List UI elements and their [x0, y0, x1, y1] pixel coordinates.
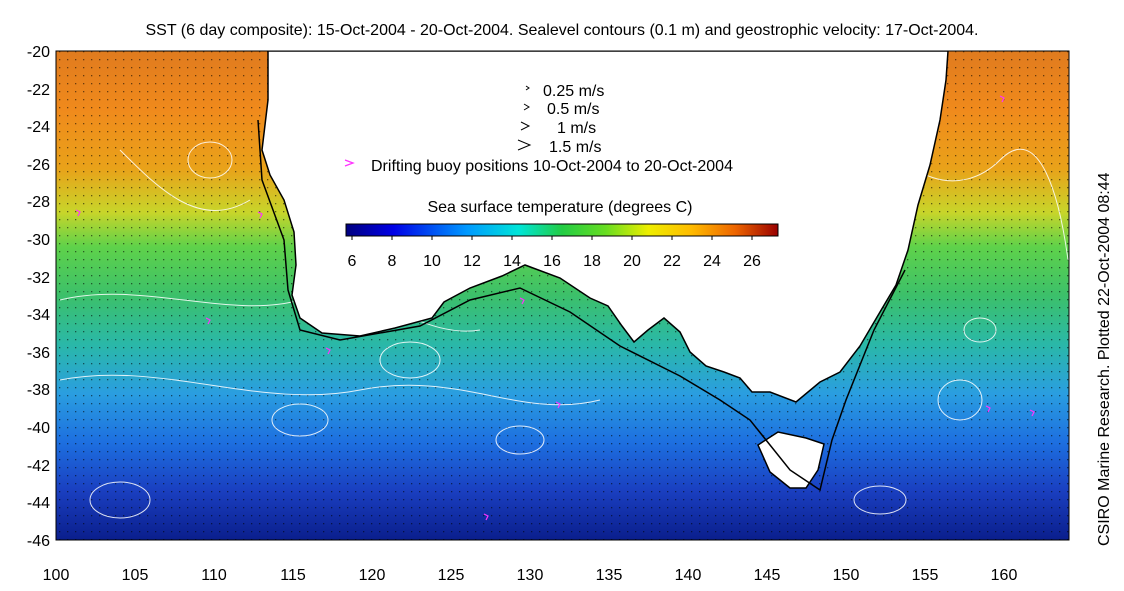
- colorbar-tick-label: 8: [388, 253, 397, 270]
- velocity-arrow-icon: [525, 85, 530, 91]
- colorbar-tick-label: 20: [623, 253, 641, 270]
- lat-tick-label: -42: [27, 458, 50, 475]
- sst-colorbar: Sea surface temperature (degrees C) 6 8 10…: [345, 199, 779, 270]
- lon-tick-label: 160: [991, 567, 1018, 584]
- colorbar-gradient: [345, 223, 779, 237]
- lat-axis: -20 -22 -24 -26 -28 -30 -32 -34 -36 -38 …: [27, 44, 50, 550]
- lon-tick-label: 100: [43, 567, 70, 584]
- map-title: SST (6 day composite): 15-Oct-2004 - 20-…: [145, 22, 979, 39]
- tasmania-land: [757, 431, 825, 489]
- colorbar-tick-label: 12: [463, 253, 481, 270]
- lat-tick-label: -20: [27, 44, 50, 61]
- velocity-arrow-icon: [520, 121, 531, 131]
- lon-tick-label: 150: [833, 567, 860, 584]
- lat-tick-label: -30: [27, 232, 50, 249]
- lon-tick-label: 115: [280, 567, 306, 584]
- lon-tick-label: 125: [438, 567, 465, 584]
- colorbar-tick-label: 26: [743, 253, 761, 270]
- colorbar-ticks: 6 8 10 12 14 16 18 20 22 24 26: [348, 236, 761, 270]
- lat-tick-label: -34: [27, 307, 50, 324]
- buoy-legend: Drifting buoy positions 10-Oct-2004 to 2…: [344, 158, 733, 175]
- lon-tick-label: 105: [122, 567, 149, 584]
- sealevel-contours: [59, 119, 1069, 519]
- lon-tick-label: 130: [517, 567, 544, 584]
- lat-tick-label: -40: [27, 420, 50, 437]
- lat-tick-label: -44: [27, 495, 50, 512]
- lon-tick-label: 155: [912, 567, 939, 584]
- buoy-marker-icon: [344, 159, 355, 167]
- lon-tick-label: 145: [754, 567, 781, 584]
- lon-tick-label: 120: [359, 567, 386, 584]
- colorbar-tick-label: 16: [543, 253, 561, 270]
- colorbar-tick-label: 18: [583, 253, 601, 270]
- velocity-legend-label: 1.5 m/s: [549, 139, 601, 156]
- velocity-legend-label: 0.5 m/s: [547, 101, 599, 118]
- velocity-legend-label: 0.25 m/s: [543, 83, 604, 100]
- lat-tick-label: -36: [27, 345, 50, 362]
- velocity-arrow-icon: [523, 103, 530, 111]
- lat-tick-label: -28: [27, 194, 50, 211]
- velocity-legend: 0.25 m/s 0.5 m/s 1 m/s 1.5 m/s: [517, 83, 604, 156]
- lat-tick-label: -46: [27, 533, 50, 550]
- map-frame: [55, 50, 1070, 541]
- colorbar-tick-label: 24: [703, 253, 721, 270]
- lon-tick-label: 110: [201, 567, 227, 584]
- lon-tick-label: 135: [596, 567, 623, 584]
- colorbar-tick-label: 14: [503, 253, 521, 270]
- velocity-arrow-icon: [517, 139, 532, 151]
- buoy-legend-label: Drifting buoy positions 10-Oct-2004 to 2…: [371, 158, 733, 175]
- lon-tick-label: 140: [675, 567, 702, 584]
- lon-axis: 100 105 110 115 120 125 130 135 140 145 …: [43, 567, 1018, 584]
- colorbar-title: Sea surface temperature (degrees C): [427, 199, 692, 216]
- shelf-contour: [257, 119, 906, 492]
- lat-tick-label: -24: [27, 119, 50, 136]
- buoy-tracks: [75, 95, 1035, 521]
- lat-tick-label: -32: [27, 270, 50, 287]
- colorbar-tick-label: 10: [423, 253, 441, 270]
- colorbar-tick-label: 6: [348, 253, 357, 270]
- colorbar-tick-label: 22: [663, 253, 681, 270]
- lat-tick-label: -38: [27, 382, 50, 399]
- lat-tick-label: -26: [27, 157, 50, 174]
- lat-tick-label: -22: [27, 82, 50, 99]
- velocity-legend-label: 1 m/s: [557, 120, 596, 137]
